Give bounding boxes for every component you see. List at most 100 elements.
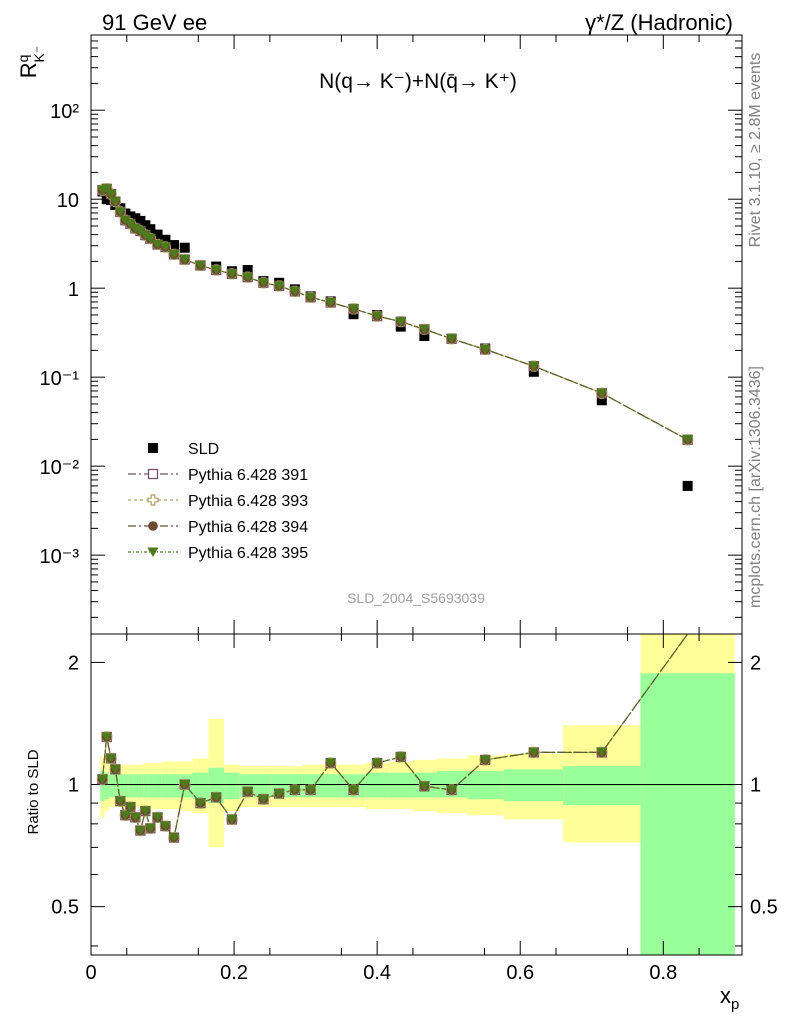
ratio-point	[446, 785, 458, 795]
main-point	[160, 234, 171, 245]
x-axis-label-text: xp	[720, 983, 739, 1013]
ratio-point	[134, 826, 146, 836]
legend-marker	[148, 443, 158, 453]
ratio-band-inner	[153, 774, 162, 798]
main-axes: 10⁻³ 10⁻² 10⁻¹ 1 10 10²	[40, 34, 742, 634]
ratio-point	[257, 794, 269, 805]
main-point	[105, 189, 117, 200]
ratio-frame	[90, 633, 743, 956]
ratio-band-inner	[224, 772, 240, 800]
main-y-tick-label: 10	[57, 190, 79, 212]
main-y-tick-label: 10²	[50, 101, 79, 123]
ratio-band-inner	[113, 774, 119, 798]
main-ylabel: RqK⁻	[15, 46, 47, 78]
main-point	[682, 480, 693, 491]
main-point	[135, 215, 146, 226]
main-markers	[96, 183, 694, 491]
ratio-point	[242, 787, 254, 797]
ratio-band-inner	[161, 774, 170, 798]
main-point	[140, 220, 151, 231]
main-point	[371, 311, 383, 322]
ratio-band-inner	[118, 774, 124, 798]
ratio-y-tick-label-right: 2	[750, 652, 761, 674]
ratio-band-inner	[640, 673, 735, 955]
ratio-band-inner	[104, 772, 109, 800]
main-point	[528, 366, 539, 377]
ratio-point	[210, 792, 222, 803]
rivet-label: Rivet 3.1.10, ≥ 2.8M events	[747, 53, 764, 248]
main-point	[348, 304, 360, 314]
main-point	[419, 331, 430, 342]
main-point	[242, 265, 253, 276]
legend-label: Pythia 6.428 395	[188, 545, 308, 562]
x-tick-label: 0.8	[649, 962, 677, 984]
legend-marker	[147, 547, 159, 557]
ratio-point	[348, 785, 360, 795]
main-point	[194, 260, 206, 271]
x-tick-label: 0.2	[220, 962, 248, 984]
ratio-point	[152, 812, 164, 823]
ratio-point	[114, 796, 126, 807]
legend-marker	[148, 521, 158, 531]
ratio-point	[325, 758, 337, 768]
ratio-point	[305, 785, 317, 795]
ratio-ylabel: Ratio to SLD	[25, 749, 42, 834]
ratio-band-inner	[128, 774, 134, 798]
x-tick-label: 0.6	[506, 962, 534, 984]
main-point	[446, 334, 458, 344]
main-point	[242, 272, 254, 283]
ratio-band-inner	[169, 774, 179, 798]
ratio-point	[418, 781, 430, 792]
x-axis-label: xp	[720, 983, 739, 1013]
ratio-point	[226, 814, 238, 825]
legend-label: Pythia 6.428 393	[188, 493, 308, 510]
legend-marker	[147, 494, 159, 506]
ratio-point	[596, 747, 608, 758]
main-point	[179, 242, 190, 253]
main-point	[119, 215, 131, 226]
main-point	[168, 240, 179, 251]
main-point	[114, 207, 126, 217]
main-point	[479, 344, 491, 355]
analysis-watermark: SLD_2004_S5693039	[347, 590, 485, 606]
ratio-y-tick-label-right: 1	[750, 775, 761, 797]
main-point	[395, 317, 407, 327]
ratio-point	[168, 833, 180, 843]
ratio-band-inner	[148, 774, 154, 798]
main-point	[179, 255, 191, 265]
header-left-label: 91 GeV ee	[102, 10, 207, 35]
ratio-point	[101, 732, 113, 742]
ratio-band-inner	[503, 769, 564, 802]
main-point	[129, 223, 141, 234]
x-tick-label: 0	[85, 962, 96, 984]
main-point	[528, 361, 540, 372]
ratio-band-inner	[143, 774, 149, 798]
ratio-markers	[96, 731, 608, 844]
main-point	[596, 395, 607, 406]
ratio-band-inner	[563, 766, 641, 806]
ratio-band-inner	[138, 774, 144, 798]
ratio-point	[371, 758, 383, 768]
main-point	[273, 281, 285, 291]
ratio-band-inner	[108, 774, 114, 798]
main-point	[144, 234, 156, 244]
ratio-axes: 0.5 0.5 1 1 2 2 0 0.2 0.4 0.6 0.8	[51, 634, 778, 984]
main-point	[305, 292, 317, 303]
main-y-tick-label: 10⁻¹	[40, 368, 80, 390]
ratio-y-tick-label: 2	[68, 652, 79, 674]
ratio-point	[124, 802, 136, 813]
ratio-y-tick-label: 1	[68, 775, 79, 797]
ratio-point	[96, 774, 108, 785]
ratio-band-inner	[255, 774, 272, 798]
main-point	[109, 197, 121, 207]
mcplots-label: mcplots.cern.ch [arXiv:1306.3436]	[747, 366, 764, 608]
main-point	[596, 388, 608, 399]
main-y-tick-label: 10⁻²	[40, 457, 80, 479]
ratio-point	[194, 798, 206, 809]
main-point	[325, 298, 337, 308]
ratio-band-inner	[467, 770, 504, 800]
main-ylabel-text: RqK⁻	[15, 46, 47, 78]
ratio-point	[129, 812, 141, 823]
ratio-point	[395, 752, 407, 762]
main-point	[418, 324, 430, 335]
